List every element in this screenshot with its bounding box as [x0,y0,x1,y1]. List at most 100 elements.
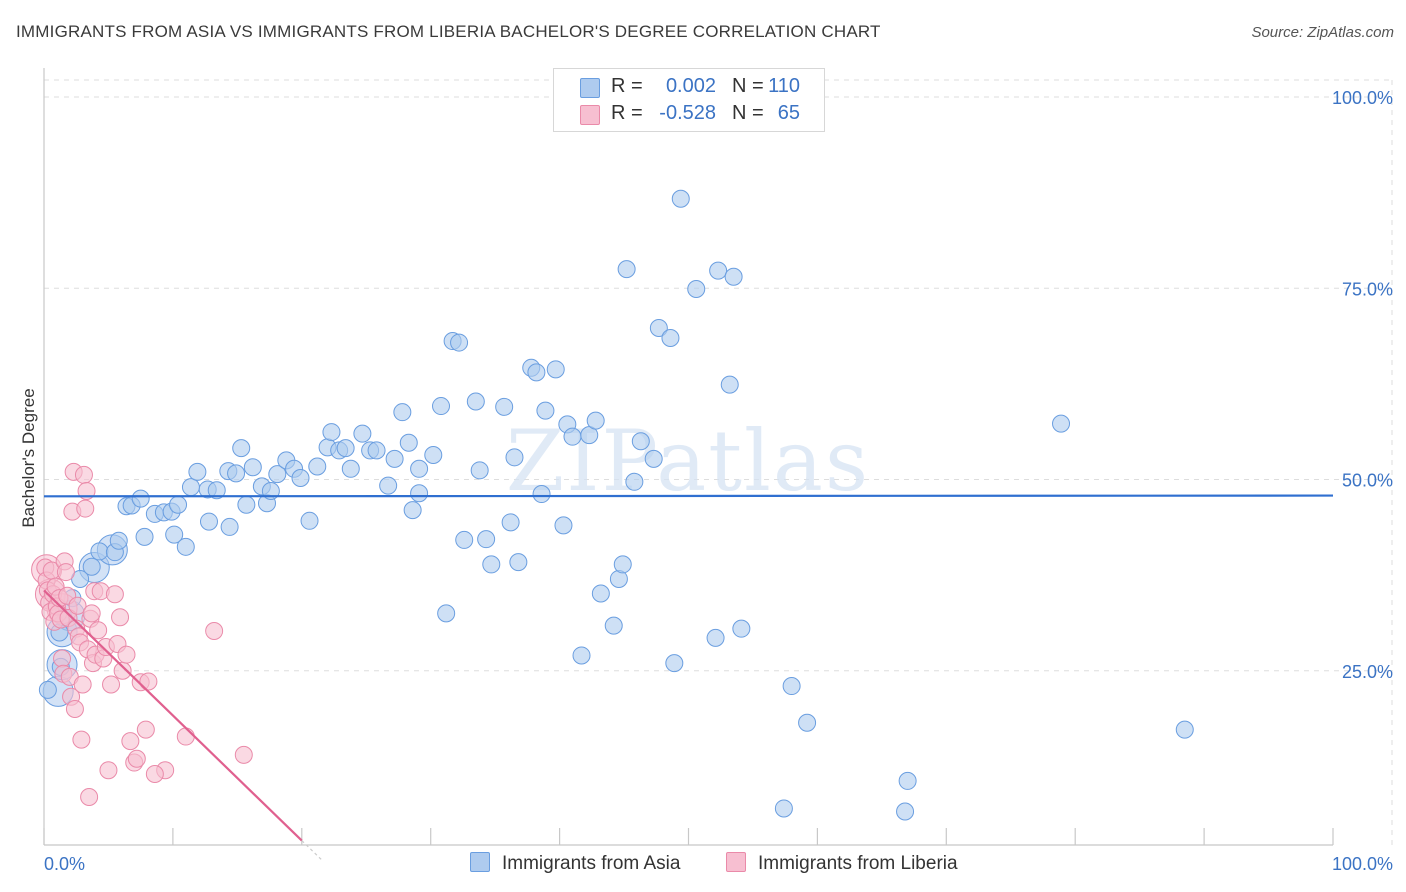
liberia-point [89,621,108,640]
asia-point [482,555,501,574]
liberia-point [234,745,253,764]
asia-point [631,432,650,451]
asia-point [243,458,262,477]
asia-point [353,424,372,443]
asia-point [774,799,793,818]
asia-point [687,280,706,299]
asia-point [505,448,524,467]
asia-point [527,363,546,382]
asia-point [176,537,195,556]
asia-point [450,333,469,352]
bottom-legend-liberia: Immigrants from Liberia [726,852,958,875]
asia-point [495,397,514,416]
asia-trend-line [43,494,1334,498]
asia-point [379,476,398,495]
asia-point [367,441,386,460]
y-tick-label: 75.0% [1342,279,1393,299]
asia-point [455,530,474,549]
liberia-point [53,649,72,668]
asia-point [625,472,644,491]
bottom-legend-swatch-asia [470,852,490,872]
asia-point [188,462,207,481]
asia-point [341,459,360,478]
legend-r-label: R = [611,75,643,97]
liberia-point [111,608,130,627]
legend-row-liberia: R = -0.528 N = 65 [554,100,824,128]
y-tick-label: 50.0% [1342,471,1393,491]
liberia-point [145,765,164,784]
y-tick-label: 100.0% [1332,88,1393,108]
asia-point [131,489,150,508]
liberia-point [105,585,124,604]
chart-source: Source: ZipAtlas.com [1251,24,1394,41]
asia-point [644,449,663,468]
asia-point [169,495,188,514]
asia-point [410,484,429,503]
liberia-point [136,720,155,739]
bottom-legend-label-liberia: Immigrants from Liberia [758,853,958,874]
legend-r-value: 0.002 [665,75,716,97]
asia-point [532,485,551,504]
asia-point [268,465,287,484]
liberia-point [121,732,140,751]
liberia-point [72,730,91,749]
asia-point [424,446,443,465]
asia-point [536,401,555,420]
asia-point [38,680,57,699]
asia-point [385,449,404,468]
liberia-point [139,672,158,691]
liberia-point [99,761,118,780]
asia-point [1175,720,1194,739]
asia-point [563,427,582,446]
asia-point [181,478,200,497]
liberia-point [127,749,146,768]
asia-point [220,517,239,536]
legend-row-asia: R = 0.002 N = 110 [554,73,824,101]
asia-point [586,411,605,430]
legend-swatch-asia [580,78,600,98]
asia-point [322,423,341,442]
asia-point [227,464,246,483]
data-points [31,189,1194,821]
asia-point [617,260,636,279]
y-tick-label: 25.0% [1342,662,1393,682]
x-tick-label-max: 100.0% [1332,854,1393,874]
asia-point [403,501,422,520]
legend-r-label: R = [611,102,643,124]
axis-labels: 25.0% 50.0% 75.0% 100.0% 0.0% 100.0% Bachelor'… [19,88,1393,874]
asia-point [165,525,184,544]
asia-point [572,646,591,665]
asia-point [82,557,101,576]
asia-point [432,397,451,416]
asia-point [509,553,528,572]
asia-point [671,189,690,208]
asia-point [199,512,218,531]
liberia-point [176,727,195,746]
gridlines [44,79,1393,845]
asia-point [661,328,680,347]
asia-point [477,530,496,549]
asia-point [393,403,412,422]
asia-point [591,584,610,603]
legend-swatch-liberia [580,105,600,125]
bottom-legend-swatch-liberia [726,852,746,872]
liberia-trend-line [43,589,303,842]
asia-point [604,616,623,635]
asia-point [399,433,418,452]
asia-point [554,516,573,535]
liberia-point [56,563,75,582]
liberia-point [205,621,224,640]
x-tick-label-min: 0.0% [44,854,85,874]
liberia-point [117,645,136,664]
asia-point [782,677,801,696]
trend-lines [43,494,1334,860]
legend-n-value: 110 [768,75,800,97]
asia-point [724,267,743,286]
asia-point [501,513,520,532]
liberia-point [113,661,132,680]
liberia-point [76,499,95,518]
legend-n-label: N = [732,102,764,124]
asia-point [135,527,154,546]
correlation-legend: R = 0.002 N = 110 R = -0.528 N = 65 [553,68,825,132]
